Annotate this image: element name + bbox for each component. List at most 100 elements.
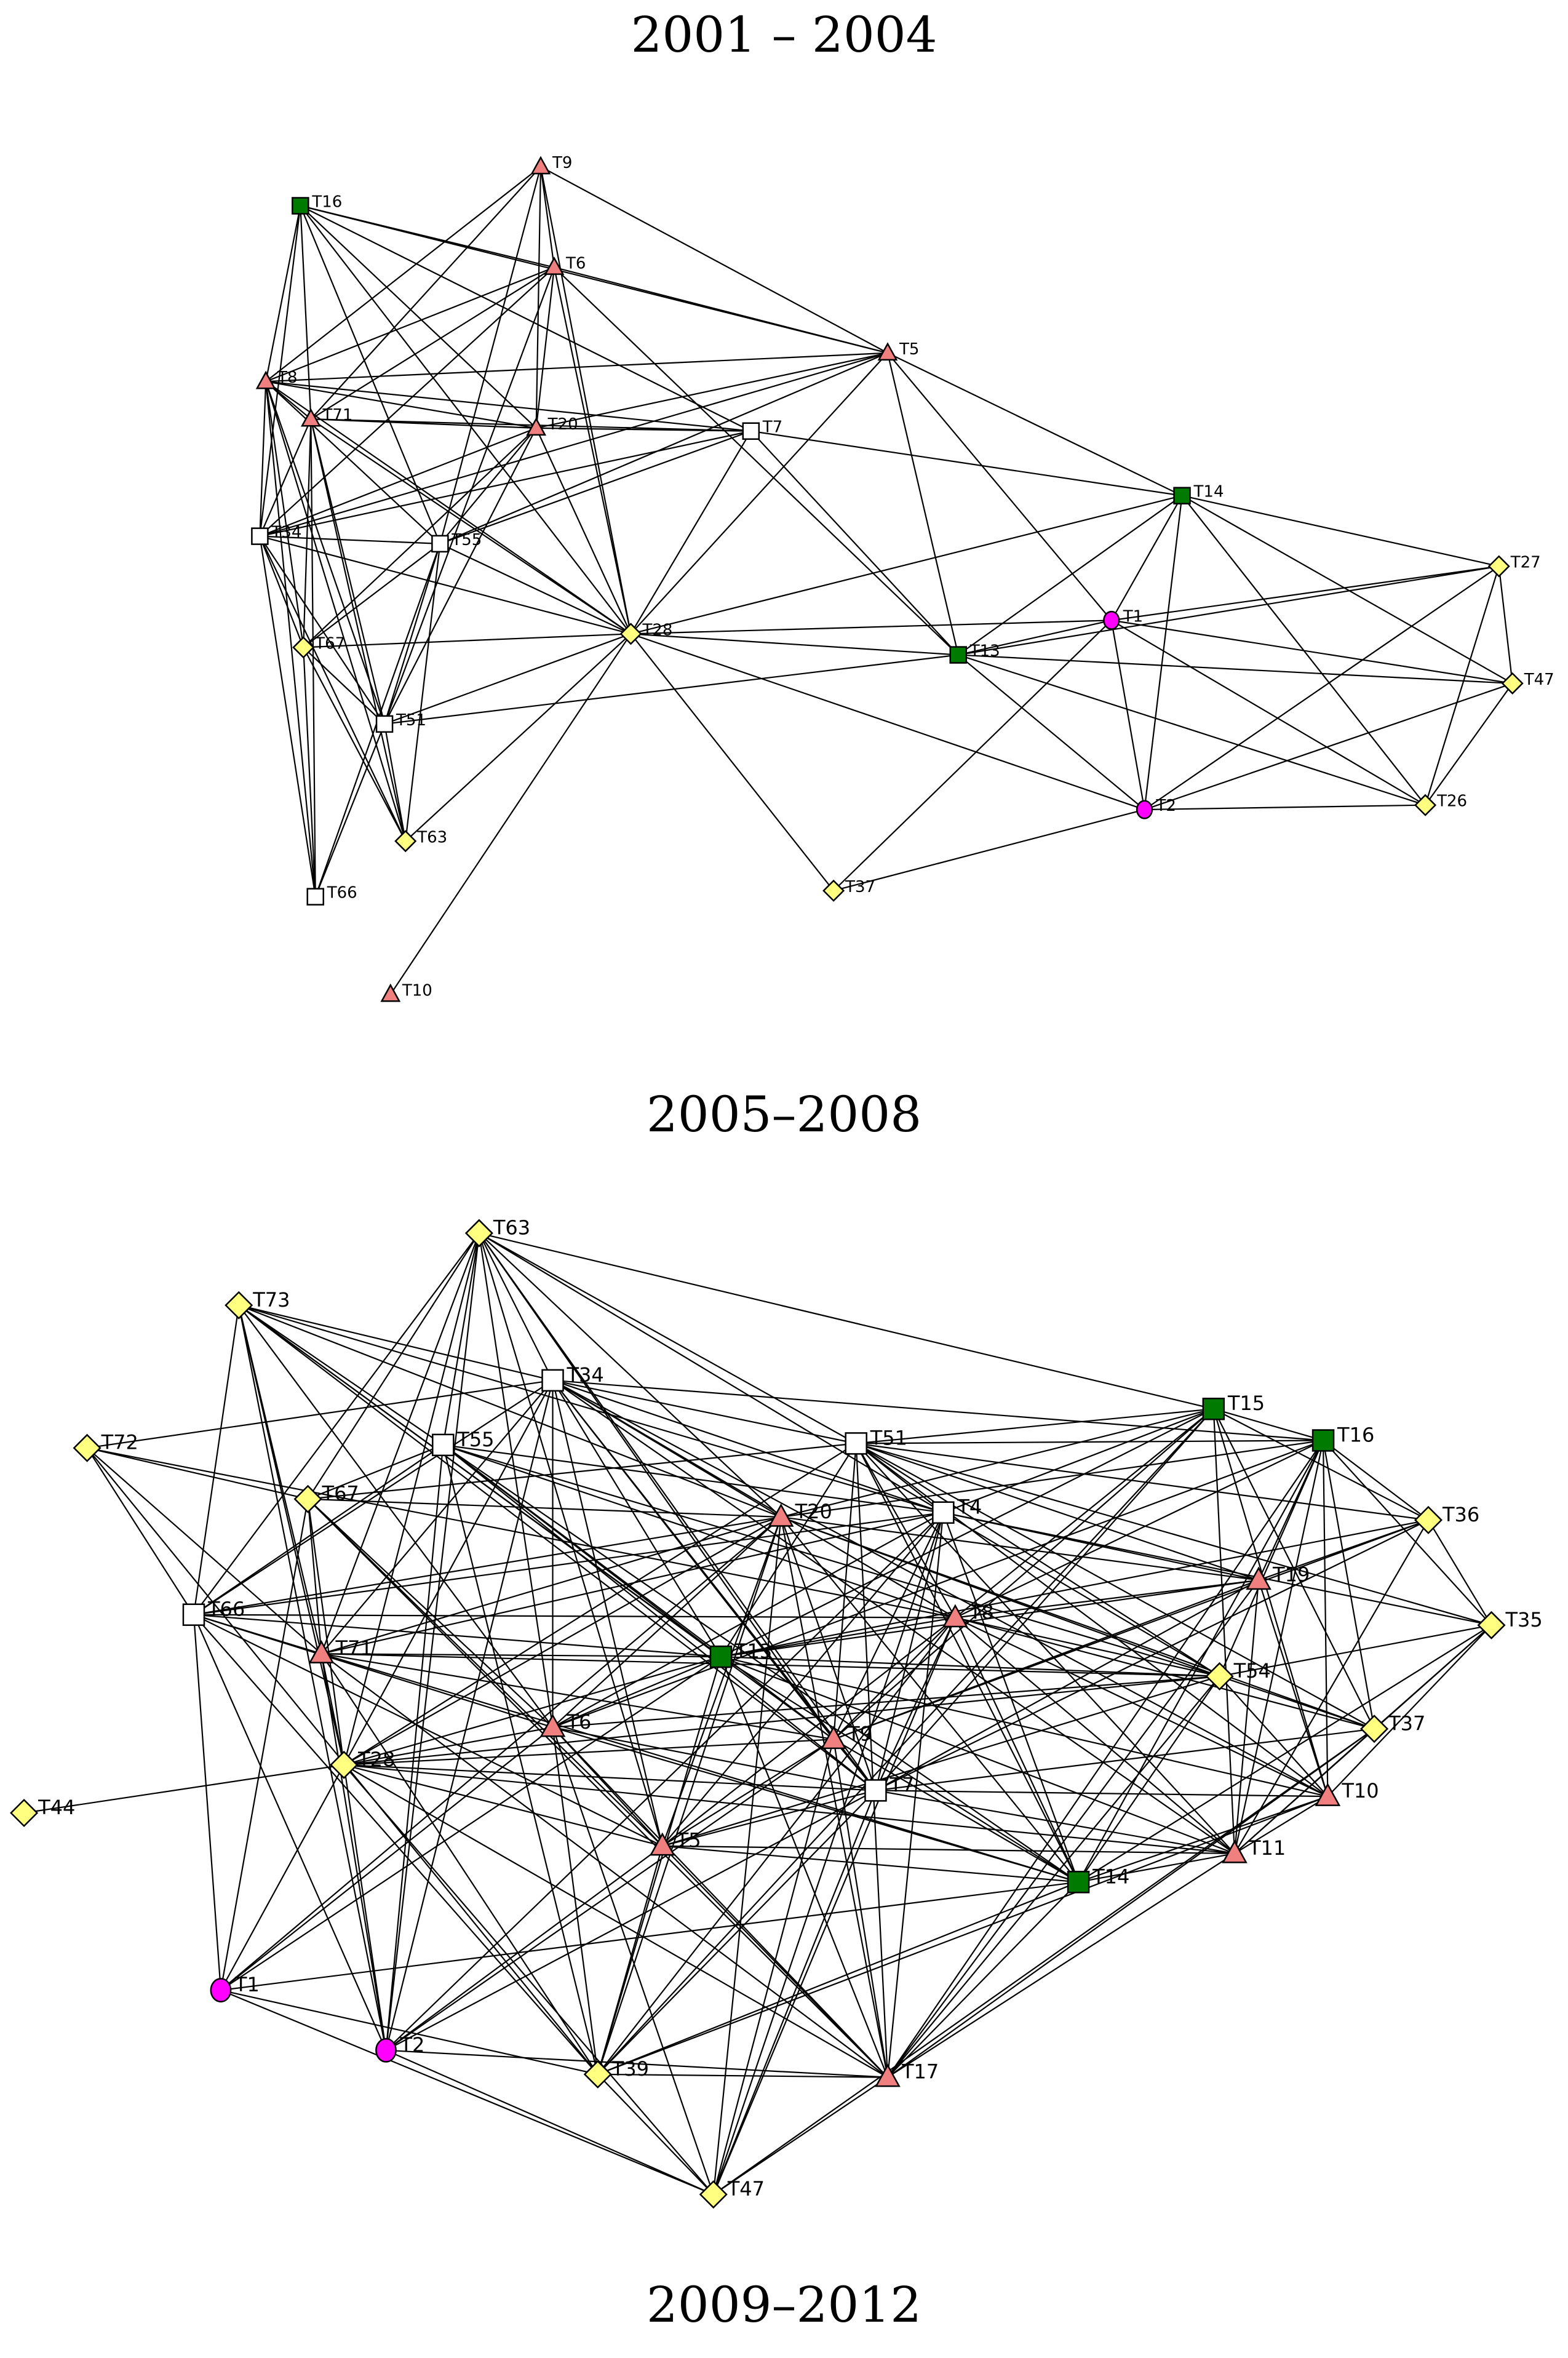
node-label-T8: T8 — [277, 368, 297, 387]
node-marker-T8 — [942, 1604, 968, 1628]
edge-T63-T9 — [478, 1232, 834, 1740]
edge-T54-T10 — [1219, 1676, 1329, 1797]
node-marker-T72 — [73, 1433, 101, 1462]
edge-T66-T39 — [193, 1614, 599, 2075]
edge-T7-T10 — [875, 1790, 1328, 1798]
edge-T71-T66 — [310, 419, 316, 897]
node-T27: T27 — [1487, 553, 1541, 578]
edge-T71-T13 — [321, 1653, 721, 1658]
edge-T28-T63 — [405, 633, 632, 842]
node-T35: T35 — [1477, 1608, 1543, 1639]
node-T63: T63 — [464, 1216, 530, 1248]
edge-T37-T11 — [1234, 1728, 1375, 1854]
edge-T51-T11 — [855, 1443, 1235, 1854]
edge-T15-T11 — [1212, 1409, 1236, 1854]
edge-T63-T55 — [442, 1233, 480, 1446]
edge-T71-T2 — [320, 1654, 387, 2050]
edge-T66-T8 — [193, 1614, 955, 1619]
edge-T2-T17 — [386, 2049, 888, 2078]
edge-T15-T7 — [875, 1408, 1214, 1791]
node-label-T2: T2 — [399, 2033, 424, 2057]
edge-T13-T6 — [552, 1656, 722, 1728]
edge-T5-T11 — [662, 1845, 1235, 1855]
edge-T16-T17 — [887, 1440, 1324, 2078]
edge-T66-T6 — [193, 1614, 553, 1728]
edge-T17-T47 — [713, 2076, 888, 2196]
node-marker-T28 — [619, 623, 642, 645]
node-T4: T4 — [932, 1496, 982, 1524]
edge-T34-T51 — [259, 536, 385, 725]
edge-T16-T37 — [1322, 1440, 1375, 1729]
edge-T9-T55 — [439, 166, 542, 544]
edge-T7-T28 — [630, 431, 752, 634]
edge-T8-T55 — [265, 381, 441, 544]
edge-T55-T67 — [308, 1444, 444, 1500]
edge-T19-T7 — [875, 1579, 1259, 1791]
edge-T15-T9 — [833, 1408, 1214, 1740]
edge-T72-T66 — [86, 1448, 194, 1615]
node-marker-T34 — [251, 527, 269, 545]
edge-T67-T17 — [307, 1498, 888, 2078]
edge-T63-T6 — [478, 1233, 554, 1728]
edge-T28-T47 — [343, 1764, 714, 2195]
edge-T36-T35 — [1428, 1520, 1492, 1626]
edge-T1-T47 — [1111, 619, 1513, 685]
edge-T16-T8 — [265, 205, 301, 382]
edge-T4-T71 — [321, 1512, 944, 1655]
node-label-T8: T8 — [969, 1601, 994, 1624]
edge-T63-T2 — [385, 1233, 480, 2050]
edge-T71-T39 — [320, 1653, 599, 2075]
edge-T9-T5 — [662, 1739, 834, 1847]
edge-T1-T39 — [220, 1990, 598, 2075]
edge-T19-T17 — [887, 1579, 1259, 2078]
edge-T4-T7 — [875, 1512, 944, 1791]
node-label-T28: T28 — [357, 1748, 395, 1771]
edge-T8-T39 — [597, 1617, 956, 2075]
edge-T15-T13 — [720, 1408, 1214, 1658]
edge-T20-T39 — [597, 1516, 782, 2075]
node-label-T34: T34 — [271, 524, 301, 542]
edge-T20-T19 — [781, 1516, 1259, 1581]
edge-T15-T8 — [955, 1408, 1214, 1619]
edge-T13-T51 — [384, 654, 958, 725]
node-label-T66: T66 — [207, 1598, 245, 1621]
edge-T37-T47 — [713, 1728, 1375, 2196]
edge-T16-T8 — [955, 1440, 1324, 1619]
period-title-2009-2012: 2009–2012 — [646, 2276, 922, 2333]
edge-T1-T26 — [1111, 619, 1426, 806]
node-T13: T13 — [949, 642, 1000, 664]
edge-T28-T1 — [220, 1764, 345, 1991]
edge-T72-T67 — [87, 1447, 308, 1500]
node-T54: T54 — [1205, 1659, 1271, 1691]
node-label-T9: T9 — [847, 1722, 872, 1745]
edge-T63-T71 — [320, 1233, 480, 1654]
edge-T11-T17 — [887, 1853, 1235, 2078]
edge-T15-T39 — [597, 1408, 1214, 2075]
edge-T6-T47 — [552, 1727, 714, 2195]
edge-T20-T14 — [780, 1516, 1079, 1883]
node-marker-T54 — [1205, 1662, 1234, 1691]
edge-T15-T16 — [1213, 1408, 1324, 1441]
edge-T13-T17 — [720, 1656, 889, 2078]
edge-T2-T37 — [833, 808, 1145, 891]
edge-T11-T14 — [1078, 1852, 1235, 1883]
edge-T14-T39 — [597, 1881, 1079, 2075]
node-label-T35: T35 — [1505, 1608, 1543, 1631]
edge-T5-T2 — [385, 1845, 663, 2051]
edge-T28-T11 — [344, 1764, 1235, 1855]
edge-T19-T10 — [1258, 1580, 1329, 1797]
edge-T13-T39 — [597, 1656, 722, 2075]
node-T44: T44 — [10, 1796, 75, 1828]
edge-T6-T7 — [552, 1726, 876, 1791]
edge-T47-T2 — [1144, 682, 1513, 811]
node-label-T54: T54 — [1233, 1659, 1271, 1683]
edge-T63-T15 — [479, 1232, 1214, 1410]
edge-T7-T39 — [597, 1790, 877, 2075]
node-T15: T15 — [1202, 1392, 1265, 1420]
edge-T28-T51 — [384, 633, 631, 725]
node-T66: T66 — [306, 884, 357, 906]
node-T28: T28 — [619, 621, 672, 645]
edge-T51-T28 — [343, 1443, 857, 1766]
node-marker-T34 — [541, 1369, 564, 1392]
node-marker-T37 — [822, 879, 845, 902]
